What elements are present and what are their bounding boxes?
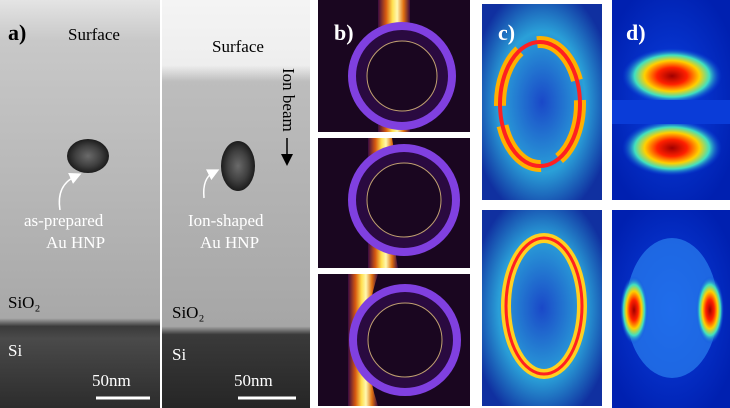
- surface: Surface: [212, 37, 264, 56]
- simulation-b: b): [318, 0, 470, 406]
- substrate: Si: [8, 341, 22, 360]
- panel-label: c): [498, 20, 515, 45]
- substrate: Si: [172, 345, 186, 364]
- measurement-c: c): [482, 4, 602, 406]
- panel-label: b): [334, 20, 354, 45]
- figure: a) Surface as-prepared Au HNP SiO₂ Si 50…: [0, 0, 730, 408]
- panel-label: a): [8, 20, 26, 45]
- simulation-d: d): [612, 0, 730, 408]
- particle-label: Ion-shaped: [188, 211, 264, 230]
- tem-left: a) Surface as-prepared Au HNP SiO₂ Si 50…: [0, 0, 160, 408]
- scale: 50nm: [92, 371, 131, 390]
- beam: Ion beam: [279, 68, 298, 132]
- layer: SiO₂: [172, 303, 204, 322]
- particle-label: Au HNP: [46, 233, 105, 252]
- particle-label: Au HNP: [200, 233, 259, 252]
- layer: SiO₂: [8, 293, 40, 312]
- panel-label: d): [626, 20, 646, 45]
- scale: 50nm: [234, 371, 273, 390]
- tem-right: Surface Ion beam Ion-shaped Au HNP SiO₂ …: [162, 0, 310, 408]
- particle-label: as-prepared: [24, 211, 104, 230]
- surface: Surface: [68, 25, 120, 44]
